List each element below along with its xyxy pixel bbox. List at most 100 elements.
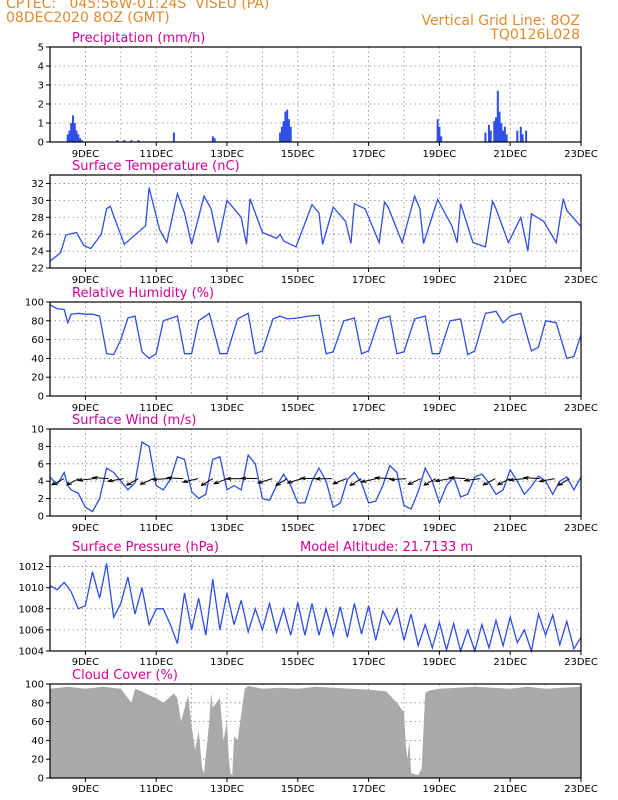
x-tick-label: 15DEC <box>281 657 315 668</box>
wind-arrow <box>333 478 347 485</box>
precip-bar <box>75 130 78 142</box>
x-tick-label: 15DEC <box>281 275 315 286</box>
precip-bar <box>505 134 508 142</box>
wind-arrow <box>108 478 124 482</box>
wind-arrow <box>78 478 94 481</box>
header-datetime: 08DEC2020 8OZ (GMT) <box>6 10 170 26</box>
wind-arrow <box>257 478 273 484</box>
precip-bar <box>503 126 506 142</box>
y-tick-label: 0 <box>38 774 44 785</box>
x-tick-label: 13DEC <box>210 657 244 668</box>
precip-bar <box>284 111 287 142</box>
y-tick-label: 60 <box>31 335 44 346</box>
x-tick-label: 9DEC <box>72 403 99 414</box>
y-tick-label: 2 <box>38 100 44 111</box>
wind-arrowhead <box>349 482 356 487</box>
x-tick-label: 17DEC <box>352 657 386 668</box>
wind-arrowhead <box>76 478 84 482</box>
wind-arrowhead <box>463 478 470 482</box>
x-tick-label: 15DEC <box>281 523 315 534</box>
y-tick-label: 60 <box>31 717 44 728</box>
wind-arrowhead <box>482 481 489 486</box>
y-tick-label: 3 <box>38 81 44 92</box>
wind-arrowhead <box>212 480 220 485</box>
wind-arrowhead <box>200 482 207 487</box>
precip-bar <box>521 134 524 142</box>
x-tick-label: 19DEC <box>423 403 457 414</box>
wind-arrow <box>213 478 228 485</box>
wind-arrowhead <box>239 476 247 481</box>
x-tick-label: 9DEC <box>72 149 99 160</box>
wind-arrow <box>66 478 80 486</box>
x-tick-label: 19DEC <box>423 523 457 534</box>
precip-bar <box>70 123 73 142</box>
wind-arrowhead <box>125 482 132 486</box>
x-tick-label: 23DEC <box>564 275 598 286</box>
precip-bar <box>525 130 528 142</box>
cloud-area <box>50 685 581 778</box>
x-tick-label: 9DEC <box>72 784 99 795</box>
wind-arrow <box>375 477 392 480</box>
wind-arrowhead <box>496 481 503 486</box>
wind-arrow <box>152 478 169 481</box>
x-tick-label: 23DEC <box>564 784 598 795</box>
y-tick-label: 1008 <box>19 604 44 615</box>
wind-arrowhead <box>332 480 339 485</box>
y-tick-label: 1012 <box>19 562 44 573</box>
wind-arrowhead <box>150 477 158 482</box>
x-tick-label: 15DEC <box>281 784 315 795</box>
wind-arrow <box>92 477 109 480</box>
wind-arrowhead <box>557 482 564 486</box>
y-tick-label: 24 <box>31 247 44 258</box>
precip-bar <box>116 140 119 142</box>
y-tick-label: 8 <box>38 442 44 453</box>
panel-annotation: Model Altitude: 21.7133 m <box>300 540 473 555</box>
panel-frame <box>49 555 582 652</box>
x-tick-label: 21DEC <box>493 275 527 286</box>
precip-bar <box>487 124 490 142</box>
y-tick-label: 26 <box>31 230 44 241</box>
x-tick-label: 21DEC <box>493 784 527 795</box>
y-tick-label: 1006 <box>19 625 44 636</box>
wind-arrowhead <box>360 479 367 483</box>
x-tick-label: 23DEC <box>564 403 598 414</box>
precip-bar <box>493 121 496 142</box>
x-tick-label: 17DEC <box>352 149 386 160</box>
x-tick-label: 17DEC <box>352 523 386 534</box>
precip-bar <box>496 90 499 142</box>
series-line <box>49 563 582 654</box>
y-tick-label: 20 <box>31 755 44 766</box>
wind-arrow <box>483 478 496 486</box>
y-tick-label: 1 <box>38 119 44 130</box>
wind-arrow <box>423 478 437 486</box>
precip-bar <box>282 121 285 142</box>
wind-arrowhead <box>286 480 293 484</box>
precip-bar <box>484 132 487 142</box>
panel-frame <box>49 174 582 269</box>
x-tick-label: 23DEC <box>564 149 598 160</box>
wind-arrow <box>361 478 377 483</box>
x-tick-label: 11DEC <box>139 149 173 160</box>
x-tick-label: 15DEC <box>281 403 315 414</box>
precip-bar <box>498 111 501 142</box>
x-tick-label: 21DEC <box>493 149 527 160</box>
x-tick-label: 11DEC <box>139 784 173 795</box>
y-tick-label: 4 <box>38 477 44 488</box>
precip-bar <box>79 138 82 142</box>
x-tick-label: 9DEC <box>72 275 99 286</box>
y-tick-label: 1004 <box>19 647 44 658</box>
y-tick-label: 80 <box>31 316 44 327</box>
x-tick-label: 13DEC <box>210 523 244 534</box>
wind-arrow <box>523 477 540 480</box>
x-tick-label: 19DEC <box>423 657 457 668</box>
x-tick-label: 17DEC <box>352 275 386 286</box>
precip-bar <box>489 130 492 142</box>
y-tick-label: 100 <box>25 298 44 309</box>
wind-arrow <box>182 478 199 483</box>
y-tick-label: 0 <box>38 392 44 403</box>
precip-bar <box>495 117 498 142</box>
wind-arrowhead <box>139 481 146 485</box>
y-tick-label: 30 <box>31 196 44 207</box>
wind-arrow <box>167 477 184 480</box>
precip-bar <box>213 138 216 142</box>
